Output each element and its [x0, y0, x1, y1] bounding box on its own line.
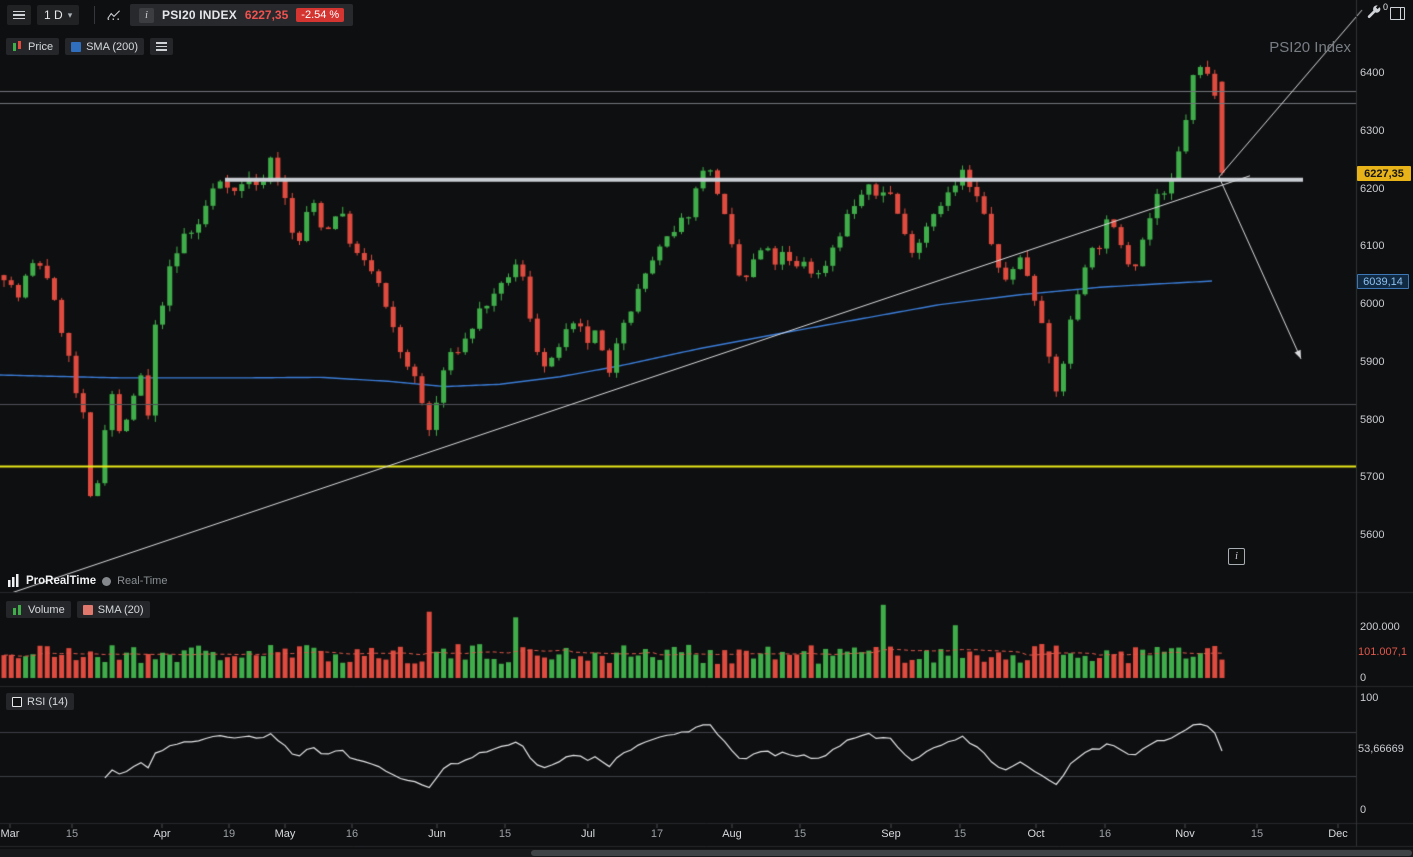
wrench-icon — [1367, 5, 1381, 19]
price-legend-chip[interactable]: Price — [6, 38, 60, 55]
last-price-badge: 6227,35 — [1357, 166, 1411, 181]
prt-logo-text: ProRealTime — [26, 575, 97, 587]
list-icon — [156, 42, 168, 51]
instrument-tab[interactable]: i PSI20 INDEX 6227,35 -2.54 % — [130, 4, 354, 26]
drawing-tools-button[interactable]: 0 — [1366, 2, 1388, 24]
volsma-legend-label: SMA (20) — [97, 603, 144, 616]
rsi-value: 53,66669 — [1358, 743, 1404, 755]
layout-button[interactable] — [1390, 5, 1405, 20]
instrument-info-icon[interactable]: i — [139, 7, 154, 23]
rsi-legend-label: RSI (14) — [27, 695, 68, 708]
timeframe-label: 1 D — [44, 8, 63, 22]
toolbar: 1 D ▾ i PSI20 INDEX 6227,35 -2.54 % 0 — [0, 0, 1413, 30]
chart-type-button[interactable] — [101, 5, 127, 25]
instrument-name: PSI20 INDEX — [162, 8, 237, 22]
instrument-last-price: 6227,35 — [244, 8, 289, 22]
sma200-legend-chip[interactable]: SMA (200) — [65, 38, 145, 55]
change-badge: -2.54 % — [296, 8, 345, 22]
line-chart-icon — [107, 10, 120, 20]
layout-icon — [1390, 7, 1405, 20]
realtime-label: Real-Time — [117, 575, 168, 587]
sma-color-icon — [71, 41, 82, 52]
realtime-dot-icon — [102, 576, 112, 586]
volume-bars-icon — [13, 605, 21, 615]
rsi-legend-chip[interactable]: RSI (14) — [6, 693, 74, 710]
rsi-color-icon — [12, 696, 22, 707]
volsma-color-icon — [82, 604, 93, 615]
volume-sma-value: 101.007,1 — [1358, 646, 1407, 658]
timeframe-button[interactable]: 1 D ▾ — [37, 5, 80, 25]
volsma-legend-chip[interactable]: SMA (20) — [76, 601, 150, 618]
horizontal-scrollbar[interactable] — [0, 849, 1413, 857]
chevron-down-icon: ▾ — [67, 9, 73, 20]
toolbar-divider — [94, 6, 95, 24]
menu-button[interactable] — [7, 5, 31, 25]
price-legend-label: Price — [28, 40, 54, 53]
volume-legend-chip[interactable]: Volume — [6, 601, 71, 618]
right-tools: 0 — [1366, 2, 1405, 24]
tools-count: 0 — [1382, 2, 1388, 12]
indicator-list-chip[interactable] — [150, 38, 174, 55]
candles-icon — [13, 41, 21, 51]
menu-icon — [13, 10, 25, 13]
watermark: PSI20 Index — [1269, 39, 1351, 56]
volume-legend-label: Volume — [28, 603, 65, 616]
sma-value-badge: 6039,14 — [1357, 274, 1409, 289]
rsi-legend: RSI (14) — [6, 693, 74, 710]
scrollbar-thumb[interactable] — [531, 850, 1412, 856]
volume-legend: Volume SMA (20) — [6, 601, 150, 618]
sma200-legend-label: SMA (200) — [86, 40, 139, 53]
info-button[interactable]: i — [1228, 548, 1245, 565]
prt-logo-icon — [8, 574, 19, 587]
main-legend: Price SMA (200) — [6, 38, 174, 55]
prt-logo: ProRealTime Real-Time — [8, 574, 167, 588]
